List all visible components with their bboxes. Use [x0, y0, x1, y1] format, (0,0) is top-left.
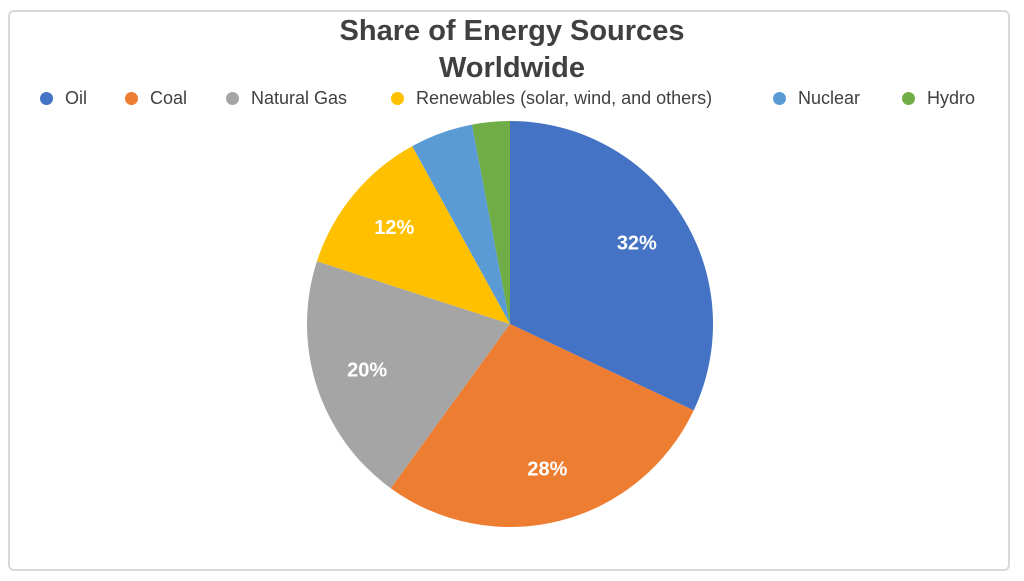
- pie-data-label-coal: 28%: [527, 459, 567, 481]
- pie-slice-oil: [510, 121, 713, 411]
- legend-marker-nuclear-icon: [773, 91, 786, 105]
- legend-label-nuclear: Nuclear: [798, 87, 861, 108]
- legend-item-hydro: Hydro: [902, 87, 975, 109]
- legend-item-oil: Oil: [40, 87, 87, 109]
- pie-slice-coal: [390, 324, 694, 527]
- legend-label-natural-gas: Natural Gas: [251, 87, 348, 108]
- pie-slice-natural-gas: [307, 261, 510, 489]
- legend-label-renewables: Renewables (solar, wind, and others): [416, 87, 713, 108]
- pie-data-label-oil: 32%: [617, 233, 657, 255]
- legend: Oil Coal Natural Gas Renewables (solar, …: [0, 87, 1024, 109]
- legend-label-hydro: Hydro: [927, 87, 976, 108]
- legend-marker-hydro-icon: [902, 91, 915, 105]
- pie-chart: 32% 28% 20% 12%: [307, 121, 713, 527]
- chart-title: Share of Energy Sources Worldwide: [0, 13, 1024, 87]
- legend-item-renewables: Renewables (solar, wind, and others): [391, 87, 712, 109]
- legend-item-coal: Coal: [125, 87, 187, 109]
- legend-label-coal: Coal: [150, 87, 188, 108]
- chart-title-line-1: Share of Energy Sources: [339, 15, 685, 47]
- pie-slice-renewables-solar-wind-and-others: [316, 146, 510, 324]
- legend-marker-coal-icon: [125, 91, 138, 105]
- legend-item-natural-gas: Natural Gas: [226, 87, 347, 109]
- legend-item-nuclear: Nuclear: [773, 87, 860, 109]
- pie-data-label-natural-gas: 20%: [347, 359, 387, 381]
- pie-slice-nuclear: [412, 124, 510, 324]
- legend-marker-natural-gas-icon: [226, 91, 239, 105]
- chart-title-line-2: Worldwide: [438, 52, 586, 84]
- legend-marker-renewables-icon: [391, 91, 404, 105]
- pie-slice-hydro: [471, 121, 510, 324]
- pie-data-label-renewables-solar-wind-and-others: 12%: [374, 217, 414, 239]
- legend-marker-oil-icon: [40, 91, 53, 105]
- legend-label-oil: Oil: [65, 87, 87, 108]
